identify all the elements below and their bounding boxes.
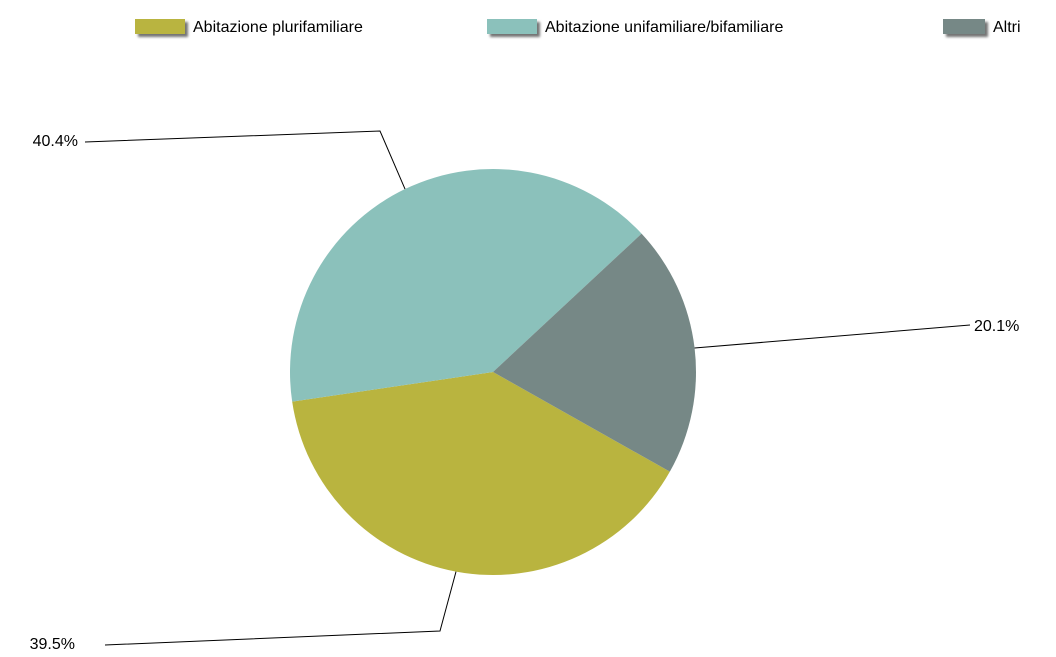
leader-line [84,130,406,190]
data-label: 20.1% [974,318,1019,335]
labels: 39.5% 40.4% 20.1% [30,130,1019,653]
pie [290,169,696,575]
legend-label: Altri [993,19,1021,36]
data-label: 40.4% [33,133,78,150]
legend-label: Abitazione plurifamiliare [193,19,363,36]
pie-slice [493,233,696,472]
pie-slice [290,169,642,402]
legend-label: Abitazione unifamiliare/bifamiliare [545,19,783,36]
legend-swatch [487,19,537,34]
legend-swatch [135,19,185,34]
leader-line [104,571,457,646]
pie-slice [292,372,670,575]
leader-line [694,324,971,349]
legend: Abitazione plurifamiliare Abitazione unif… [135,19,1021,36]
legend-swatch [943,19,985,34]
data-label: 39.5% [30,636,75,653]
